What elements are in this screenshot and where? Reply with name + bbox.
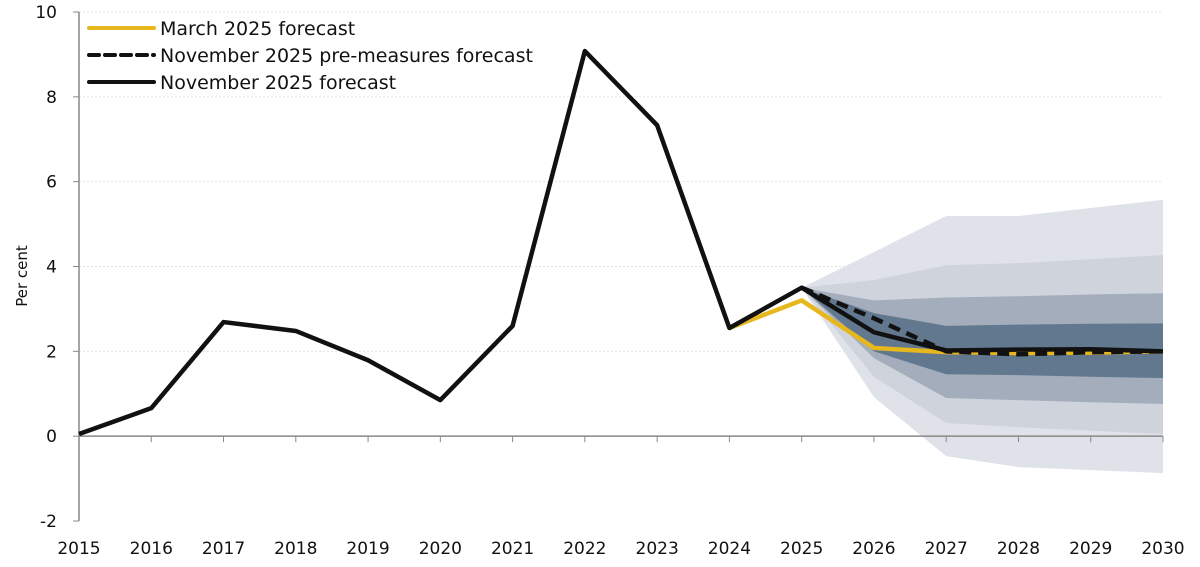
- x-tick-label: 2027: [925, 539, 968, 559]
- legend: March 2025 forecast November 2025 pre-me…: [87, 18, 533, 94]
- gridlines: [79, 11, 1163, 352]
- y-tick-label: 4: [46, 258, 57, 278]
- x-tick-label: 2017: [202, 539, 245, 559]
- x-tick-label: 2018: [274, 539, 317, 559]
- x-tick-label: 2028: [997, 539, 1040, 559]
- x-tick-label: 2022: [563, 539, 606, 559]
- legend-label-march: March 2025 forecast: [160, 18, 355, 40]
- y-tick-label: -2: [40, 512, 57, 532]
- y-axis-label: Per cent: [13, 245, 31, 307]
- axes: -2 0 2 4 6 8 10 2015 2016 2017 2018 2019 2020 2021 202…: [35, 3, 1184, 559]
- x-tick-label: 2026: [852, 539, 895, 559]
- series-line-1: [800, 285, 1164, 357]
- series-line-2: [78, 48, 1164, 437]
- x-tick-label: 2025: [780, 539, 823, 559]
- x-tick-label: 2029: [1069, 539, 1112, 559]
- x-tick-label: 2021: [491, 539, 534, 559]
- x-tick-label: 2023: [636, 539, 679, 559]
- y-tick-label: 8: [46, 88, 57, 108]
- x-tick-label: 2019: [346, 539, 389, 559]
- x-tick-label: 2016: [130, 539, 173, 559]
- series-lines: [78, 48, 1164, 437]
- y-tick-label: 0: [46, 427, 57, 447]
- x-tick-label: 2015: [57, 539, 100, 559]
- x-tick-label: 2024: [708, 539, 751, 559]
- x-tick-label: 2030: [1141, 539, 1184, 559]
- fan-band: [801, 287, 1163, 379]
- y-tick-label: 10: [35, 3, 57, 23]
- x-tick-label: 2020: [419, 539, 462, 559]
- legend-label-november: November 2025 forecast: [160, 72, 396, 94]
- y-tick-label: 6: [46, 173, 57, 193]
- fan-chart-bands: [801, 199, 1163, 474]
- y-tick-label: 2: [46, 342, 57, 362]
- legend-label-pre-measures: November 2025 pre-measures forecast: [160, 45, 533, 67]
